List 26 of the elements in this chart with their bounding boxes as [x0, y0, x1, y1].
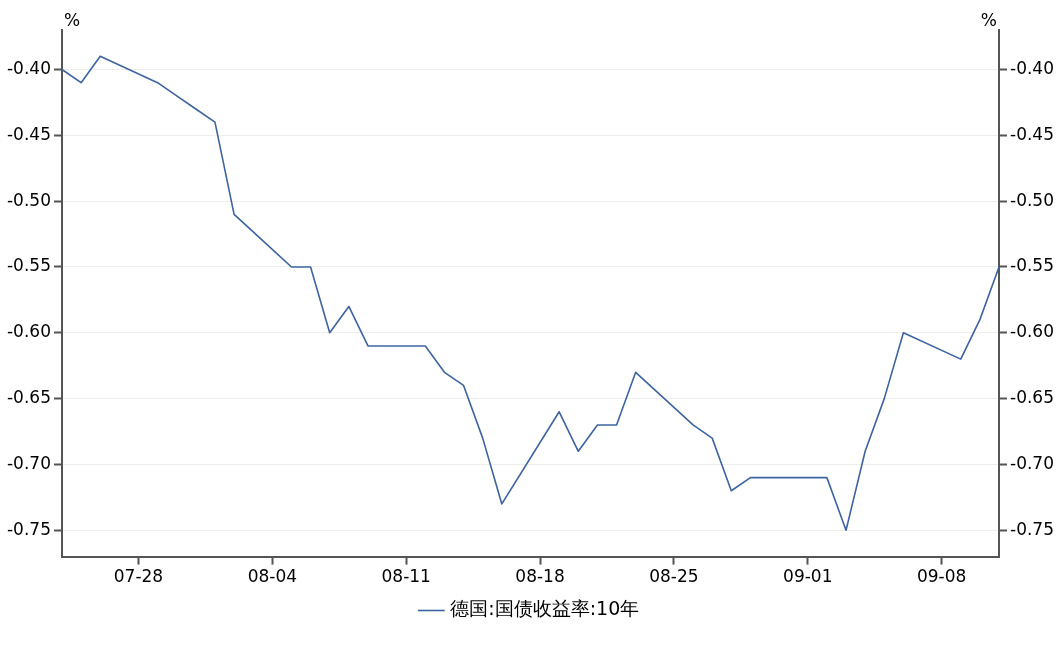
y-tick-label: -0.75	[6, 518, 51, 539]
y2-tick-label: -0.60	[1010, 321, 1055, 342]
y2-tick-label: -0.65	[1010, 387, 1055, 408]
y2-tick-label: -0.40	[1010, 57, 1055, 78]
y-tick-label: -0.70	[6, 452, 51, 473]
x-tick-label: 08-11	[381, 566, 431, 587]
x-tick-label: 09-08	[916, 566, 967, 587]
y2-axis-title: %	[980, 9, 998, 30]
y2-tick-label: -0.55	[1010, 255, 1055, 276]
x-tick-label: 08-04	[247, 566, 298, 587]
y2-tick-label: -0.50	[1010, 189, 1055, 210]
y-tick-label: -0.45	[6, 123, 51, 144]
y2-tick-label: -0.75	[1010, 518, 1055, 539]
y2-tick-label: -0.45	[1010, 123, 1055, 144]
x-tick-label: 09-01	[783, 566, 833, 587]
y-axis-title: %	[63, 9, 81, 30]
x-tick-label: 07-28	[113, 566, 164, 587]
x-tick-label: 08-18	[515, 566, 565, 587]
legend-label: 德国:国债收益率:10年	[450, 597, 640, 620]
y-tick-label: -0.55	[6, 255, 51, 276]
x-tick-label: 08-25	[649, 566, 699, 587]
y-tick-label: -0.65	[6, 387, 51, 408]
y-tick-label: -0.50	[6, 189, 51, 210]
y2-tick-label: -0.70	[1010, 452, 1055, 473]
y-tick-label: -0.40	[6, 57, 51, 78]
y-tick-label: -0.60	[6, 321, 51, 342]
